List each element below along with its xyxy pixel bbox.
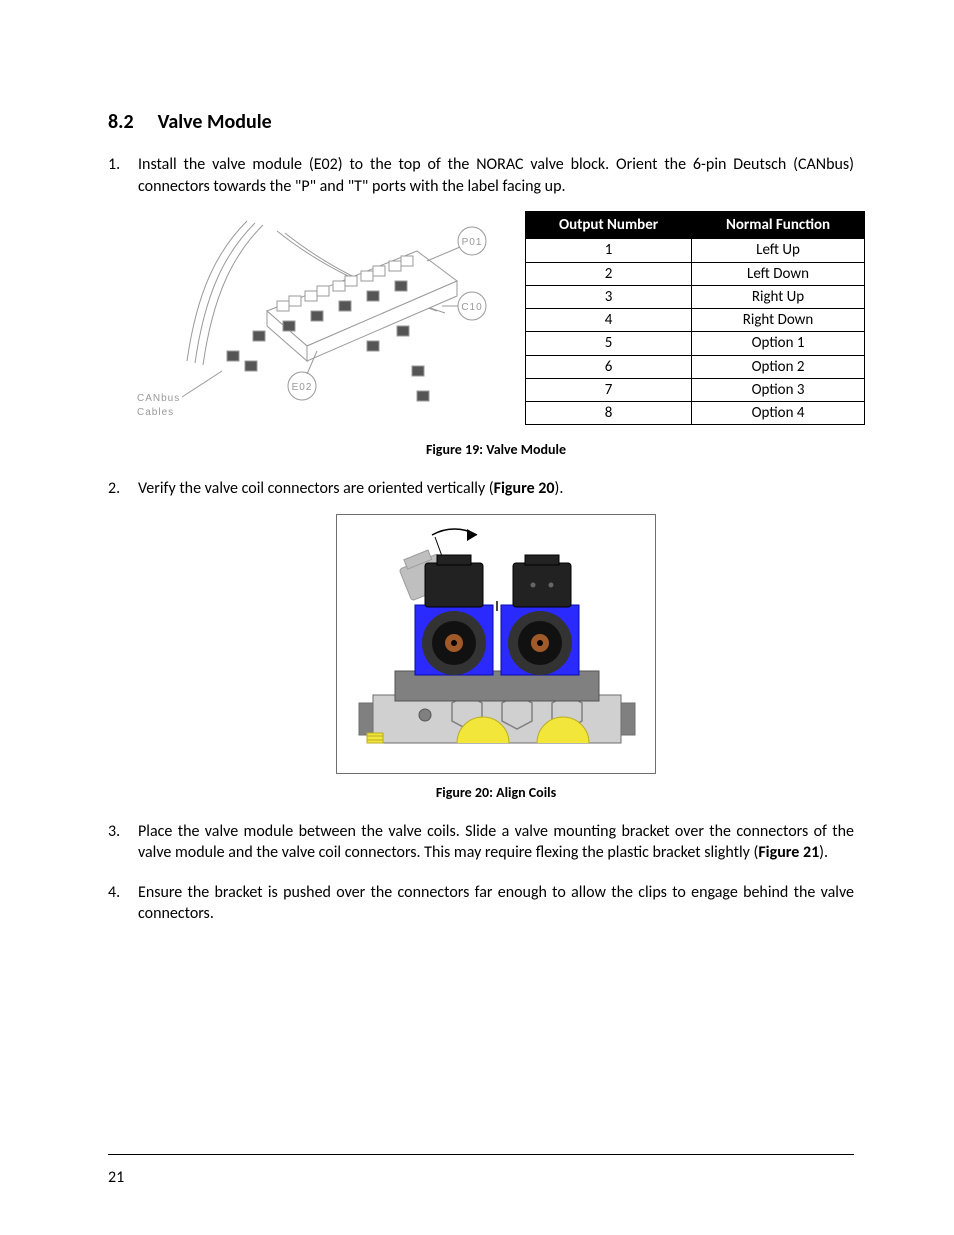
step-marker: 4. (108, 882, 120, 904)
table-header-row: Output Number Normal Function (526, 212, 865, 239)
cell: Option 2 (692, 355, 865, 378)
cell: Option 4 (692, 402, 865, 425)
step-text: Place the valve module between the valve… (138, 822, 854, 863)
cell: 8 (526, 402, 692, 425)
footer-rule (108, 1154, 854, 1155)
cell: 5 (526, 332, 692, 355)
step-1: 1. Install the valve module (E02) to the… (138, 154, 854, 460)
step-marker: 2. (108, 478, 120, 500)
figure-19-caption: Figure 19: Valve Module (138, 441, 854, 460)
label-c10: C10 (461, 302, 482, 313)
step-text-b: ). (555, 479, 564, 498)
steps-list: 1. Install the valve module (E02) to the… (108, 154, 854, 925)
cell: 7 (526, 378, 692, 401)
step-3: 3. Place the valve module between the va… (138, 821, 854, 864)
step-4: 4. Ensure the bracket is pushed over the… (138, 882, 854, 925)
cell: 6 (526, 355, 692, 378)
page-number: 21 (108, 1168, 124, 1187)
cell: Option 1 (692, 332, 865, 355)
cell: 1 (526, 239, 692, 262)
cell: 2 (526, 262, 692, 285)
step-text-b: ). (819, 843, 828, 862)
figure-ref: Figure 21 (758, 843, 819, 862)
step-text: Verify the valve coil connectors are ori… (138, 479, 494, 498)
table-row: 4Right Down (526, 309, 865, 332)
figure-20-diagram (336, 514, 656, 774)
figure-20-caption: Figure 20: Align Coils (138, 784, 854, 803)
label-canbus-1: CANbus (137, 393, 180, 404)
table-row: 5Option 1 (526, 332, 865, 355)
cell: Right Up (692, 285, 865, 308)
figure-20-wrap (138, 514, 854, 774)
step-2: 2. Verify the valve coil connectors are … (138, 478, 854, 802)
figure-19-row: P01 C10 E02 CANbus Cables Output Number (138, 211, 854, 431)
step-text: Ensure the bracket is pushed over the co… (138, 883, 854, 924)
section-title: Valve Module (158, 110, 272, 134)
label-canbus-2: Cables (137, 407, 174, 418)
table-row: 2Left Down (526, 262, 865, 285)
table-row: 8Option 4 (526, 402, 865, 425)
output-table: Output Number Normal Function 1Left Up 2… (525, 211, 865, 425)
section-heading: 8.2 Valve Module (108, 110, 854, 134)
table-row: 7Option 3 (526, 378, 865, 401)
step-text: Install the valve module (E02) to the to… (138, 155, 854, 196)
step-marker: 1. (108, 154, 120, 176)
label-e02: E02 (292, 382, 313, 393)
cell: Left Up (692, 239, 865, 262)
figure-ref: Figure 20 (494, 479, 555, 498)
table-row: 6Option 2 (526, 355, 865, 378)
cell: 3 (526, 285, 692, 308)
cell: Left Down (692, 262, 865, 285)
label-p01: P01 (462, 237, 483, 248)
table-row: 1Left Up (526, 239, 865, 262)
cell: 4 (526, 309, 692, 332)
cell: Right Down (692, 309, 865, 332)
col-normal-function: Normal Function (692, 212, 865, 239)
col-output-number: Output Number (526, 212, 692, 239)
output-table-wrap: Output Number Normal Function 1Left Up 2… (525, 211, 865, 425)
figure-19-diagram: P01 C10 E02 CANbus Cables (127, 211, 497, 431)
section-number: 8.2 (108, 110, 134, 134)
cell: Option 3 (692, 378, 865, 401)
step-marker: 3. (108, 821, 120, 843)
table-row: 3Right Up (526, 285, 865, 308)
